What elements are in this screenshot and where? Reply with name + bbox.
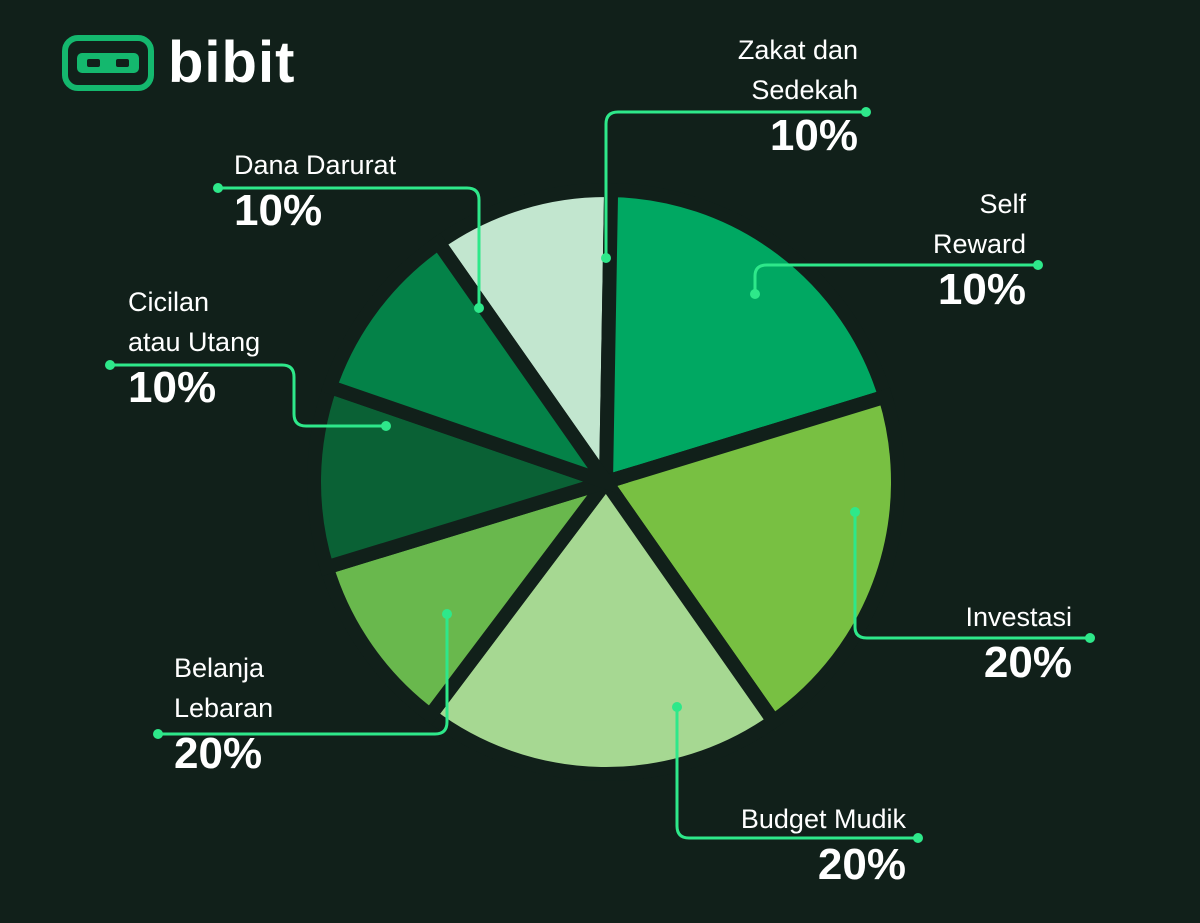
leader-line-cicilan-atau-utang [110,363,386,428]
label-self-reward: Self Reward 10% [933,184,1026,316]
pie-slice-cicilan-atau-utang [318,469,625,726]
slice-value-self-reward: 10% [937,265,1026,314]
brand-logo: bibit [62,34,295,92]
slice-label-dana-darurat: Dana Darurat [234,150,397,180]
slice-value-cicilan-atau-utang: 10% [128,363,217,412]
pie-slice-belanja-lebaran [420,470,784,781]
leader-dot-investasi [850,507,860,517]
leader-line-dana-darurat [218,186,481,308]
leader-line-budget-mudik [675,707,918,840]
label-belanja-lebaran: Belanja Lebaran 20% [174,648,273,780]
label-cicilan-atau-utang: Cicilan atau Utang 10% [128,282,260,414]
slice-value-budget-mudik: 20% [817,840,906,889]
slice-value-zakat-dan-sedekah: 10% [769,111,858,160]
leader-dot-self-reward [1033,260,1043,270]
slice-value-investasi: 20% [983,638,1072,687]
pie-slice-dana-darurat [307,378,629,577]
pie-slice-budget-mudik [594,387,905,731]
pie-slice-zakat-dan-sedekah [321,233,625,496]
leader-dot-investasi [1085,633,1095,643]
slice-label-budget-mudik: Budget Mudik [740,804,906,834]
slice-value-belanja-lebaran: 20% [174,729,263,778]
slice-label-investasi: Investasi [965,602,1072,632]
slice-label-self-reward: Self Reward [932,189,1026,259]
leader-line-belanja-lebaran [158,614,449,736]
leader-dot-belanja-lebaran [442,609,452,619]
leader-line-investasi [853,512,1090,640]
pie-slice-self-reward [428,183,619,504]
leader-dot-belanja-lebaran [153,729,163,739]
leader-dot-zakat-dan-sedekah [861,107,871,117]
label-budget-mudik: Budget Mudik 20% [741,799,906,891]
label-dana-darurat: Dana Darurat 10% [234,145,396,237]
leader-dot-zakat-dan-sedekah [601,253,611,263]
leader-dot-cicilan-atau-utang [105,360,115,370]
leader-dot-dana-darurat [213,183,223,193]
slice-label-zakat-dan-sedekah: Zakat dan Sedekah [737,35,858,105]
leader-line-self-reward [753,263,1038,294]
pie-slice-investasi [598,182,894,492]
leader-dot-self-reward [750,289,760,299]
slice-value-dana-darurat: 10% [234,186,323,235]
slice-label-belanja-lebaran: Belanja Lebaran [174,653,274,723]
leader-dot-budget-mudik [672,702,682,712]
bibit-logo-icon [62,35,154,91]
leader-dot-budget-mudik [913,833,923,843]
label-zakat-dan-sedekah: Zakat dan Sedekah 10% [738,30,858,162]
leader-dot-cicilan-atau-utang [381,421,391,431]
leader-dot-dana-darurat [474,303,484,313]
brand-name: bibit [168,30,296,95]
slice-label-cicilan-atau-utang: Cicilan atau Utang [128,287,261,357]
leader-line-zakat-dan-sedekah [604,110,866,258]
label-investasi: Investasi 20% [965,597,1072,689]
